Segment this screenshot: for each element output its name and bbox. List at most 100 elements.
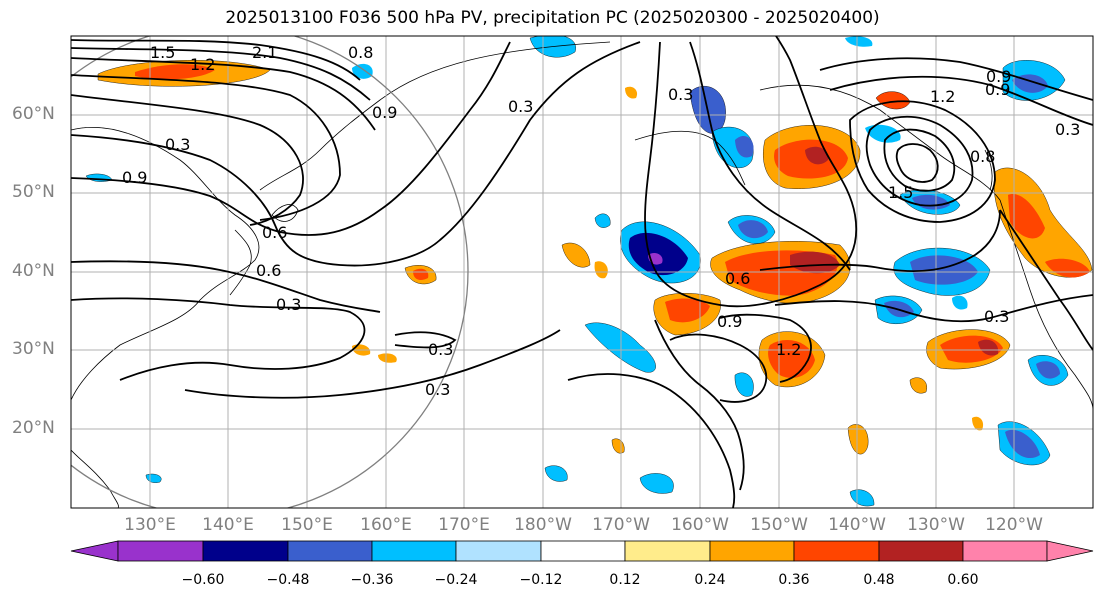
negative-anomaly-blob bbox=[352, 63, 373, 79]
contour-label: 0.9 bbox=[986, 67, 1011, 86]
contour-label: 1.2 bbox=[930, 87, 955, 106]
lon-label-130e: 130°E bbox=[124, 515, 176, 535]
negative-anomaly-blob bbox=[845, 36, 873, 47]
negative-anomaly-blob bbox=[735, 135, 754, 158]
colorbar-min-extend bbox=[70, 540, 119, 562]
contour-label: 0.6 bbox=[256, 261, 281, 280]
colorbar-bin bbox=[202, 540, 289, 562]
negative-anomaly-blob bbox=[849, 489, 875, 507]
contour-label: 0.3 bbox=[668, 85, 693, 104]
lon-label-160w: 160°W bbox=[671, 515, 729, 535]
positive-anomaly-max bbox=[978, 339, 999, 356]
positive-anomaly-blob bbox=[378, 353, 397, 363]
positive-anomaly-max bbox=[805, 146, 829, 165]
contour-label: 0.6 bbox=[725, 269, 750, 288]
colorbar-tick-label: −0.12 bbox=[519, 572, 563, 588]
graticule bbox=[71, 36, 1093, 508]
colorbar-tick-label: 0.36 bbox=[778, 572, 810, 588]
colorbar-bin bbox=[455, 540, 542, 562]
contour-label: 0.3 bbox=[165, 135, 190, 154]
lon-label-120w: 120°W bbox=[985, 515, 1043, 535]
colorbar-bin bbox=[624, 540, 711, 562]
negative-anomaly-blob bbox=[544, 465, 568, 482]
colorbar-bin bbox=[878, 540, 964, 562]
contour-label: 0.3 bbox=[1055, 120, 1080, 139]
colorbar bbox=[70, 540, 1094, 562]
positive-anomaly-blob bbox=[561, 242, 591, 268]
pv-contours bbox=[71, 36, 1093, 508]
colorbar-tick-label: −0.48 bbox=[266, 572, 310, 588]
positive-anomaly-blob bbox=[611, 438, 625, 454]
positive-anomaly-blob bbox=[625, 86, 638, 99]
negative-anomaly-blob bbox=[865, 124, 901, 143]
lat-label-20n: 20°N bbox=[12, 418, 55, 438]
contour-label: 0.3 bbox=[276, 295, 301, 314]
lat-label-40n: 40°N bbox=[12, 261, 55, 281]
negative-anomaly-blob bbox=[594, 213, 611, 228]
contour-label: 0.9 bbox=[372, 103, 397, 122]
contour-label: 2.1 bbox=[252, 43, 277, 62]
contour-label: 0.3 bbox=[425, 380, 450, 399]
negative-anomaly-blob bbox=[639, 473, 674, 494]
positive-anomaly-core bbox=[1045, 258, 1090, 278]
lat-label-60n: 60°N bbox=[12, 104, 55, 124]
lat-label-30n: 30°N bbox=[12, 339, 55, 359]
contour-label: 0.9 bbox=[985, 80, 1010, 99]
colorbar-bin bbox=[793, 540, 880, 562]
positive-anomaly-blob bbox=[875, 91, 911, 110]
negative-anomaly-blob bbox=[952, 295, 968, 310]
negative-anomaly-blob bbox=[529, 36, 576, 58]
contour-label: 0.9 bbox=[122, 168, 147, 187]
negative-anomaly-core bbox=[738, 220, 768, 239]
lon-label-130w: 130°W bbox=[907, 515, 965, 535]
contour-label: 0.3 bbox=[428, 340, 453, 359]
colorbar-tick-label: −0.24 bbox=[434, 572, 478, 588]
contour-label: 0.3 bbox=[984, 307, 1009, 326]
colorbar-tick-label: −0.36 bbox=[350, 572, 394, 588]
lon-label-150e: 150°E bbox=[281, 515, 333, 535]
lon-label-170w: 170°W bbox=[592, 515, 650, 535]
lon-label-140w: 140°W bbox=[828, 515, 886, 535]
lat-label-50n: 50°N bbox=[12, 182, 55, 202]
lon-label-150w: 150°W bbox=[750, 515, 808, 535]
contour-label: 0.6 bbox=[262, 223, 287, 242]
contour-label: 0.9 bbox=[717, 312, 742, 331]
negative-anomaly-blob bbox=[584, 322, 656, 373]
colorbar-bin bbox=[287, 540, 373, 562]
colorbar-bin bbox=[709, 540, 795, 562]
colorbar-tick-label: 0.12 bbox=[609, 572, 641, 588]
coastlines bbox=[71, 41, 1093, 508]
negative-anomaly-blob bbox=[145, 473, 162, 483]
lon-label-170e: 170°E bbox=[438, 515, 490, 535]
negative-anomaly-blob bbox=[734, 372, 754, 397]
reference-circle bbox=[71, 36, 469, 508]
colorbar-tick-label: 0.48 bbox=[863, 572, 895, 588]
map-frame bbox=[70, 35, 1094, 509]
contour-label: 1.5 bbox=[888, 183, 913, 202]
colorbar-tick-label: −0.60 bbox=[181, 572, 225, 588]
contour-label: 0.3 bbox=[508, 97, 533, 116]
contour-label: 1.5 bbox=[150, 43, 175, 62]
negative-anomaly-core bbox=[1036, 361, 1060, 379]
positive-anomaly-core bbox=[135, 64, 215, 80]
lon-label-140e: 140°E bbox=[202, 515, 254, 535]
colorbar-bin bbox=[117, 540, 204, 562]
map-title: 2025013100 F036 500 hPa PV, precipitatio… bbox=[225, 8, 880, 28]
contour-label: 0.8 bbox=[348, 43, 373, 62]
positive-anomaly-core bbox=[1008, 194, 1045, 239]
positive-anomaly-blob bbox=[909, 377, 927, 394]
colorbar-tick-label: 0.24 bbox=[694, 572, 726, 588]
positive-anomaly-max bbox=[790, 251, 840, 274]
colorbar-bin bbox=[962, 540, 1048, 562]
lon-label-160e: 160°E bbox=[360, 515, 412, 535]
colorbar-max-extend bbox=[1046, 540, 1094, 562]
positive-anomaly-blob bbox=[594, 261, 608, 279]
contour-label: 1.2 bbox=[190, 55, 215, 74]
positive-anomaly-blob bbox=[972, 416, 984, 431]
colorbar-tick-label: 0.60 bbox=[947, 572, 979, 588]
contour-label: 0.8 bbox=[970, 147, 995, 166]
positive-anomaly-core bbox=[665, 298, 710, 323]
contour-label: 1.2 bbox=[776, 340, 801, 359]
positive-anomaly-blob bbox=[847, 424, 869, 455]
